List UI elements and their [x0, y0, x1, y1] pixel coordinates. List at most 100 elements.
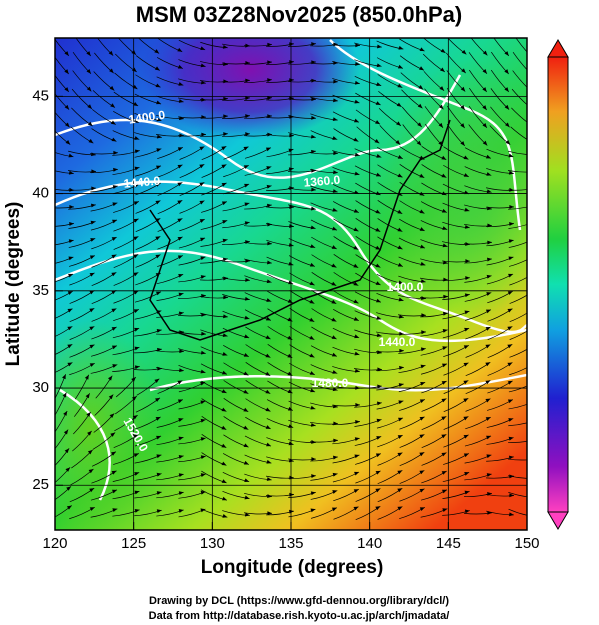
x-tick-label: 140 [357, 535, 382, 552]
streamline-arrow [439, 86, 445, 91]
streamline-arrow [399, 365, 404, 370]
streamline [508, 422, 527, 427]
streamline-arrow [245, 132, 250, 137]
streamline-arrow [221, 461, 227, 466]
contour-label: 1440.0 [123, 174, 161, 191]
streamline-arrow [155, 416, 161, 421]
streamline-arrow [112, 219, 118, 224]
streamline [509, 259, 527, 267]
streamline-arrow [243, 460, 249, 465]
streamline-arrow [353, 317, 359, 321]
streamline-arrow [353, 137, 359, 142]
streamline-arrow [310, 134, 316, 139]
streamline-arrow [353, 227, 359, 232]
contour-label: 1480.0 [312, 376, 349, 390]
streamline-arrow [310, 388, 316, 393]
streamline-arrow [442, 226, 448, 230]
streamline-arrow [333, 151, 338, 156]
y-tick-label: 45 [32, 87, 49, 104]
streamline [507, 475, 527, 479]
streamline-arrow [309, 335, 315, 340]
streamline-arrow [333, 98, 338, 103]
streamline-arrow [464, 490, 470, 495]
streamline-arrow [441, 471, 447, 475]
streamline-arrow [109, 413, 115, 419]
contour-label: 1440.0 [379, 335, 416, 349]
streamline-arrow [87, 104, 92, 109]
streamline-arrow [331, 317, 337, 322]
streamline-arrow [200, 63, 206, 68]
streamline [508, 492, 527, 498]
streamline-arrow [331, 299, 337, 304]
streamline [508, 224, 527, 229]
streamline-arrow [199, 200, 205, 205]
streamline-arrow [200, 418, 206, 423]
streamline-arrow [441, 208, 447, 213]
streamline-arrow [419, 227, 425, 231]
coastline [149, 119, 451, 341]
x-tick-label: 135 [278, 535, 303, 552]
y-tick-label: 30 [32, 379, 49, 396]
streamline-arrow [156, 454, 162, 459]
streamline-arrow [177, 64, 183, 69]
streamline-arrow [177, 236, 183, 241]
streamline-arrow [112, 489, 118, 494]
streamline-arrow [530, 400, 535, 404]
streamline-arrow [221, 407, 227, 412]
streamline-arrow [395, 140, 401, 145]
streamline-arrow [353, 245, 359, 250]
streamline-arrow [244, 334, 250, 339]
contour [149, 373, 527, 392]
streamline-arrow [530, 514, 535, 518]
streamline-arrow [354, 118, 360, 123]
streamline-arrow [287, 406, 293, 411]
streamline-arrow [156, 328, 162, 333]
streamline-arrow [529, 308, 534, 312]
streamline-arrow [288, 280, 294, 285]
streamline-arrow [199, 219, 205, 223]
streamline-arrow [397, 506, 403, 511]
streamline-arrow [441, 489, 447, 494]
streamline-arrow [397, 488, 403, 493]
streamline-arrow [200, 237, 206, 242]
streamline-arrow [177, 399, 183, 404]
streamline-arrow [377, 384, 382, 389]
streamline-arrow [110, 432, 116, 437]
streamline-arrow [267, 132, 272, 137]
streamline-arrow [441, 381, 447, 385]
streamline-arrow [421, 330, 426, 335]
streamline [507, 458, 527, 461]
streamline-arrow [69, 204, 74, 209]
streamline-arrow [486, 292, 492, 296]
streamline-arrow [396, 121, 401, 126]
streamline-arrow [110, 120, 116, 125]
streamline-arrow [311, 97, 316, 102]
streamline-arrow [111, 470, 117, 475]
streamline [512, 52, 527, 71]
streamline-arrow [86, 86, 92, 92]
streamline-arrow [419, 399, 425, 404]
streamline-arrow [309, 371, 315, 375]
streamline-arrow [311, 457, 316, 461]
streamline-arrow [332, 370, 338, 374]
streamline [508, 189, 527, 191]
streamline-arrow [178, 509, 184, 513]
streamline-arrow [107, 375, 113, 381]
streamline-arrow [68, 256, 74, 261]
streamline-arrow [376, 316, 382, 320]
credit: Drawing by DCL (https://www.gfd-dennou.o… [149, 595, 449, 607]
streamline-arrow [531, 152, 536, 156]
streamline-arrow [463, 398, 469, 403]
streamline-arrow [504, 87, 509, 92]
streamline-arrow [90, 238, 96, 242]
colorbar-scale [547, 56, 569, 513]
streamline-arrow [155, 165, 161, 170]
streamline-arrow [531, 221, 536, 225]
streamline-arrow [62, 392, 67, 398]
streamline-arrow [113, 167, 118, 172]
streamline-arrow [398, 417, 404, 422]
streamline-arrow [223, 295, 228, 300]
streamline-arrow [331, 281, 337, 286]
streamline-arrow [463, 416, 469, 421]
streamline-arrow [267, 78, 272, 83]
